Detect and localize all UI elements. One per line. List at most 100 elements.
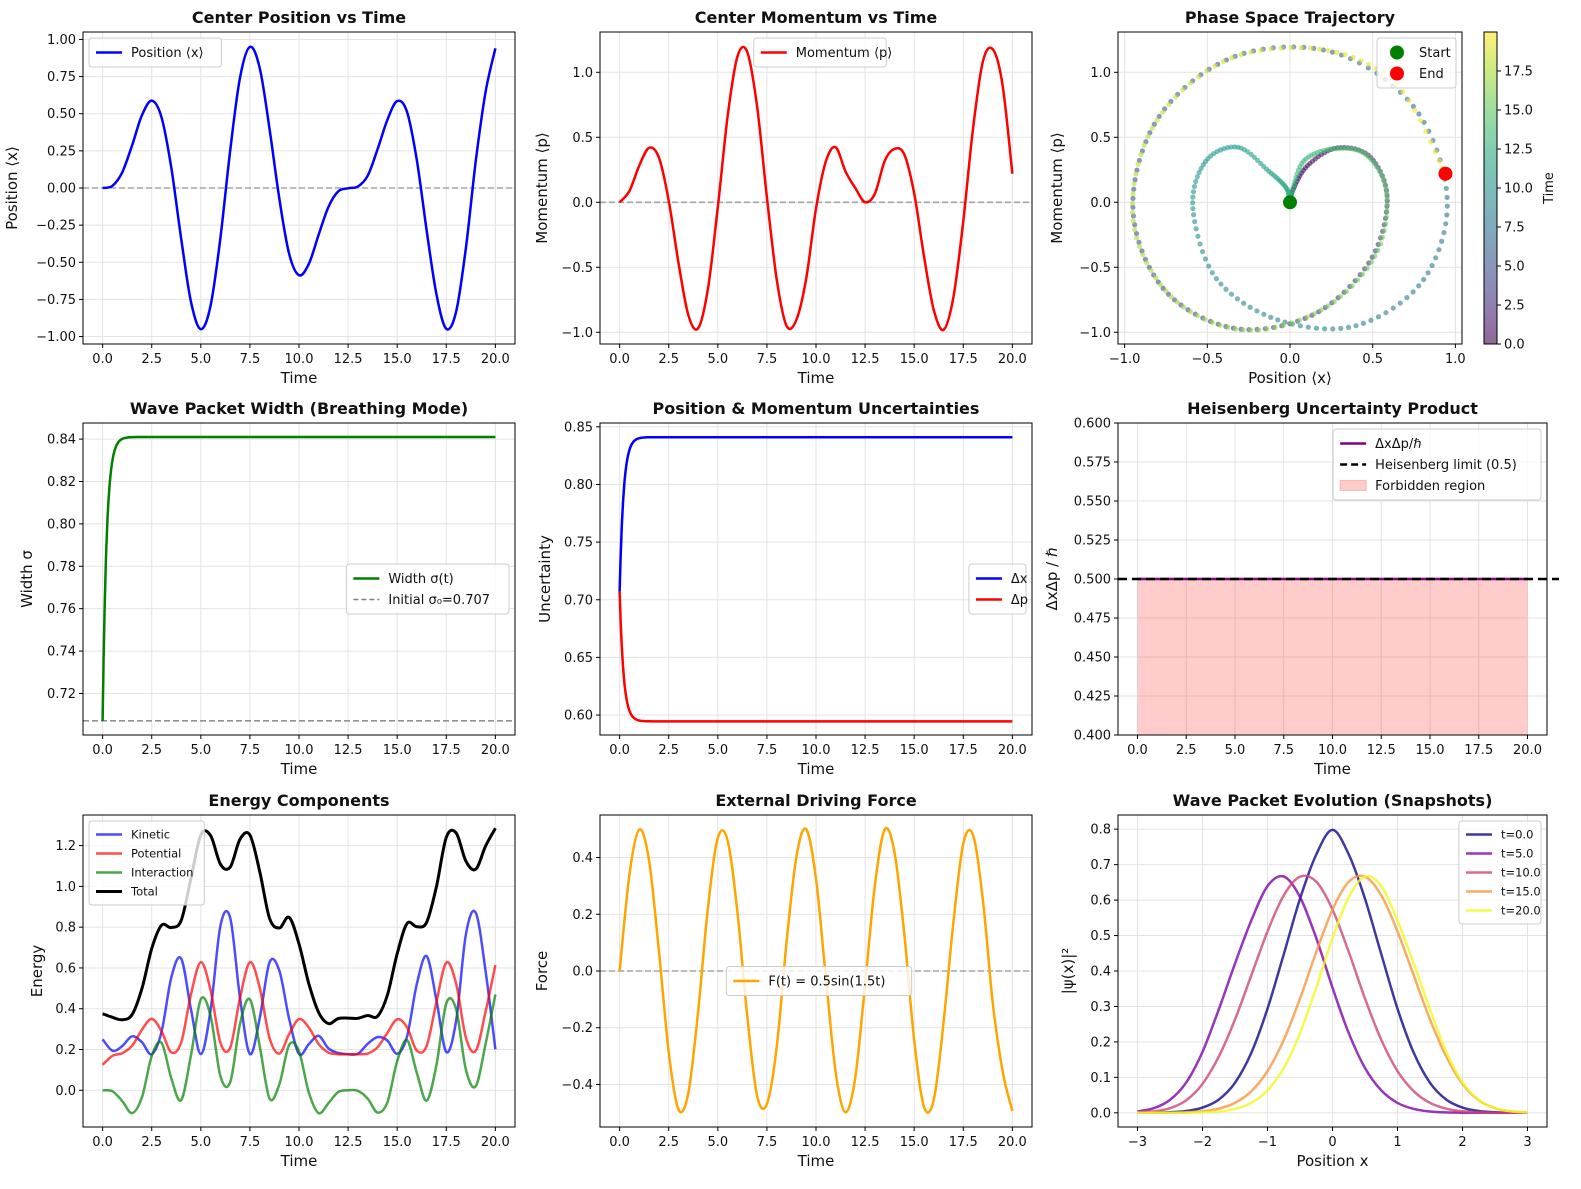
trajectory-point (1329, 49, 1336, 55)
y-tick-label: −1.0 (561, 326, 593, 341)
colorbar-tick-label: 17.5 (1504, 65, 1533, 80)
x-tick-label: 12.5 (851, 352, 880, 367)
x-tick-label: 7.5 (757, 352, 778, 367)
trajectory-point (1158, 282, 1164, 288)
legend-box (725, 966, 913, 996)
y-tick-label: 1.0 (1090, 66, 1111, 81)
trajectory-point (1360, 271, 1366, 277)
series-line-position-x- (102, 45, 497, 331)
trajectory-point (1305, 324, 1311, 330)
x-axis-label: Time (280, 1152, 318, 1170)
trajectory-point (1313, 325, 1320, 331)
trajectory-point (1375, 314, 1382, 320)
trajectory-point (1190, 200, 1196, 206)
x-tick-label: −3 (1128, 1135, 1147, 1150)
y-axis-label: |ψ(x)|² (1059, 948, 1077, 995)
axes-frame (82, 814, 516, 1128)
trajectory-point (1384, 190, 1390, 197)
legend-item: End (1390, 66, 1444, 82)
chart-position: 0.0 2.5 5.0 7.5 10.0 12.5 15.0 17.5 20.0 −1.00 −0.… (3, 8, 516, 387)
x-tick-label: 15.0 (383, 743, 412, 758)
x-tick-label: 5.0 (707, 1135, 728, 1150)
trajectory-point (1417, 118, 1424, 124)
x-tick-label: 17.5 (432, 743, 461, 758)
x-tick-label: 7.5 (757, 1135, 778, 1150)
legend: Width σ(t) Initial σ₀=0.707 (345, 563, 510, 615)
x-tick-label: 20.0 (481, 743, 510, 758)
trajectory-point (1406, 97, 1412, 104)
trajectory-point (1378, 171, 1384, 178)
chart-energy: 0.0 2.5 5.0 7.5 10.0 12.5 15.0 17.5 20.0 0.0 0.2 0.… (28, 791, 516, 1170)
trajectory-point (1349, 283, 1355, 289)
y-tick-label: 0.4 (572, 851, 593, 866)
plot-area (1137, 577, 1528, 735)
trajectory-point (1311, 311, 1318, 317)
trajectory-point (1209, 270, 1215, 276)
y-tick-label: 0.500 (1074, 573, 1111, 588)
colorbar (1483, 31, 1498, 345)
trajectory-point (1229, 55, 1235, 61)
trajectory-point (1197, 241, 1203, 247)
axes-frame (599, 31, 1033, 345)
y-tick-label: 0.74 (47, 645, 76, 660)
legend-box (1332, 428, 1542, 501)
colorbar-tick-label: 2.5 (1504, 299, 1525, 314)
trajectory-point (1377, 241, 1384, 247)
trajectory-point (1383, 310, 1389, 316)
y-tick-label: 0.4 (1090, 965, 1111, 980)
trajectory-point (1206, 263, 1212, 269)
x-tick-label: 5.0 (190, 1135, 211, 1150)
x-axis-label: Position ⟨x⟩ (1248, 369, 1332, 387)
legend-label: Forbidden region (1375, 479, 1485, 494)
trajectory-point (1441, 229, 1447, 236)
y-tick-label: 0.78 (47, 560, 76, 575)
y-tick-label: 0.525 (1074, 534, 1111, 549)
trajectory-point (1353, 323, 1359, 329)
trajectory-point (1129, 200, 1136, 206)
trajectory-point (1268, 46, 1274, 52)
x-tick-label: 0.0 (609, 1135, 630, 1150)
trajectory-point (1382, 221, 1389, 227)
x-axis-label: Time (280, 760, 318, 778)
x-tick-label: 10.0 (285, 1135, 314, 1150)
legend-marker-icon (1390, 66, 1404, 81)
trajectory-point (1416, 111, 1422, 117)
axes-frame (1117, 814, 1548, 1128)
trajectory-point (1379, 234, 1386, 240)
trajectory-point (1148, 267, 1154, 274)
trajectory-point (1180, 304, 1187, 310)
trajectory-point (1368, 259, 1374, 265)
y-tick-label: 0.4 (55, 1002, 76, 1017)
legend-label: t=10.0 (1501, 866, 1541, 880)
x-tick-label: −2 (1193, 1135, 1212, 1150)
series-line-t-5-0 (1137, 874, 1528, 1115)
legend-label: Heisenberg limit (0.5) (1375, 458, 1517, 473)
x-tick-label: 20.0 (481, 352, 510, 367)
x-tick-label: 0.5 (1362, 352, 1383, 367)
trajectory-point (1331, 299, 1337, 305)
legend: F(t) = 0.5sin(1.5t) (725, 966, 913, 996)
x-axis-label: Time (797, 369, 835, 387)
trajectory-point (1140, 252, 1146, 258)
trajectory-point (1256, 327, 1262, 333)
x-tick-label: 17.5 (432, 1135, 461, 1150)
trajectory-point (1131, 181, 1137, 187)
chart-phase: −1.0 −0.5 0.0 0.5 1.0 −1.0 −0.5 0.0 0.5 1.0 0.0 2.5… (1048, 8, 1557, 387)
legend: Position ⟨x⟩ (88, 37, 222, 68)
axes-frame (82, 31, 516, 345)
trajectory-point (1358, 57, 1364, 64)
trajectory-point (1268, 314, 1274, 320)
y-axis-label: Width σ (18, 550, 36, 608)
trajectory-point (1354, 277, 1361, 283)
legend-item: Initial σ₀=0.707 (353, 593, 490, 608)
y-tick-label: 0.550 (1074, 495, 1111, 510)
x-tick-label: 10.0 (802, 1135, 831, 1150)
trajectory-point (1241, 300, 1247, 306)
x-tick-label: 5.0 (190, 352, 211, 367)
y-tick-label: 0.5 (572, 131, 593, 146)
trajectory-point (1275, 317, 1281, 323)
trajectory-point (1204, 68, 1210, 74)
trajectory-point (1248, 49, 1254, 55)
y-tick-label: −0.5 (1079, 261, 1111, 276)
x-tick-label: 0.0 (1280, 352, 1301, 367)
